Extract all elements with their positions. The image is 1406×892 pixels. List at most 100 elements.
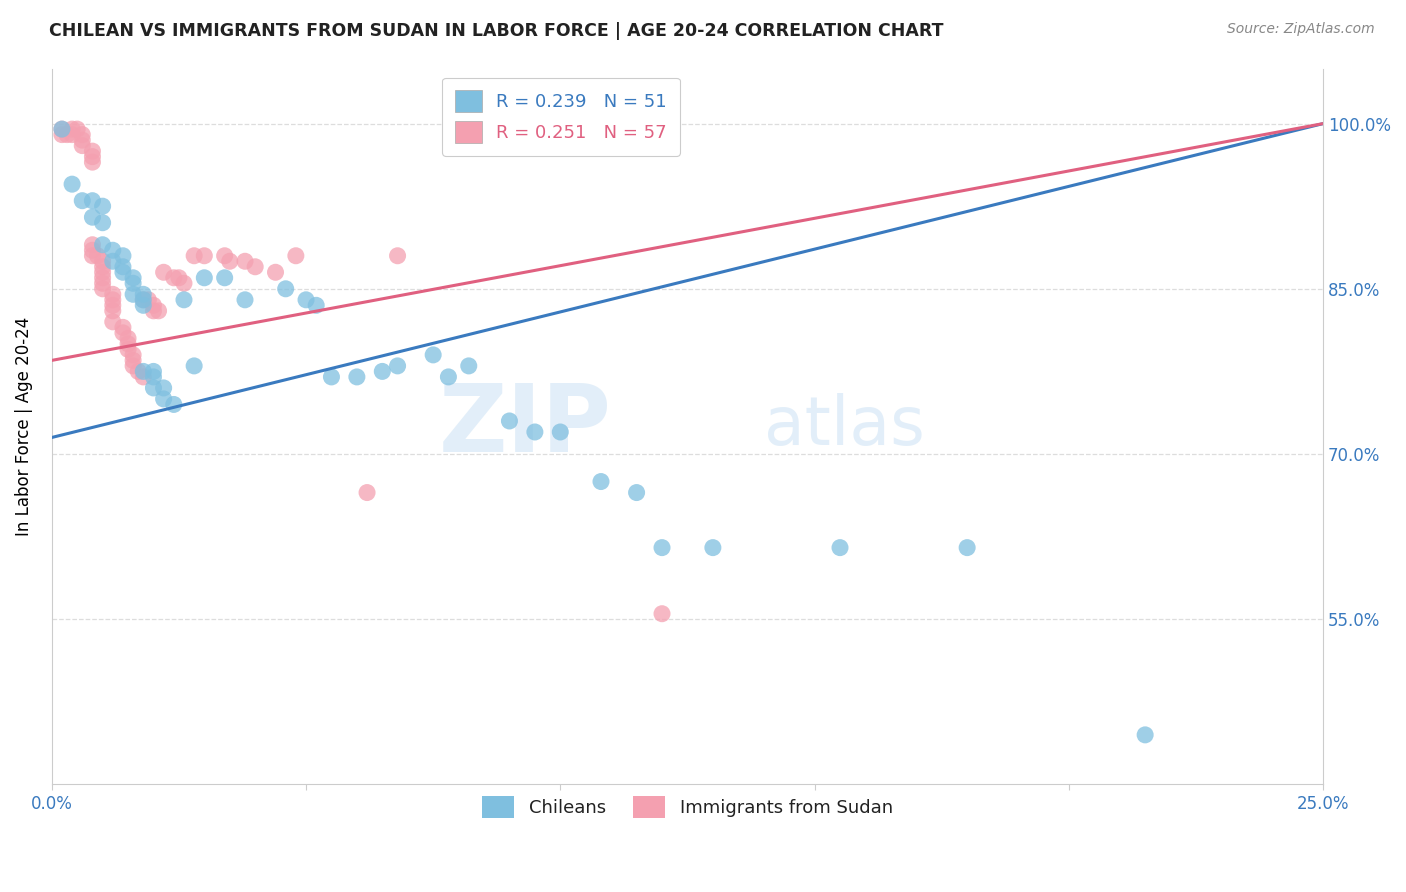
Point xyxy=(193,270,215,285)
Point xyxy=(371,364,394,378)
Point xyxy=(122,348,145,362)
Point xyxy=(387,359,409,373)
Point xyxy=(651,541,673,555)
Point xyxy=(117,343,139,357)
Point xyxy=(142,370,165,384)
Point xyxy=(101,293,124,307)
Point xyxy=(193,249,215,263)
Point xyxy=(457,359,479,373)
Point xyxy=(72,128,94,142)
Point xyxy=(82,144,104,158)
Point xyxy=(91,254,114,268)
Point xyxy=(72,194,94,208)
Point xyxy=(82,244,104,258)
Point xyxy=(437,370,460,384)
Point xyxy=(117,331,139,345)
Point xyxy=(132,293,155,307)
Point xyxy=(422,348,444,362)
Point xyxy=(101,315,124,329)
Point xyxy=(60,128,83,142)
Point xyxy=(142,364,165,378)
Point xyxy=(82,211,104,225)
Point xyxy=(127,364,149,378)
Point xyxy=(218,254,240,268)
Point xyxy=(702,541,724,555)
Point xyxy=(183,359,205,373)
Point xyxy=(82,237,104,252)
Y-axis label: In Labor Force | Age 20-24: In Labor Force | Age 20-24 xyxy=(15,317,32,536)
Legend: Chileans, Immigrants from Sudan: Chileans, Immigrants from Sudan xyxy=(475,789,900,825)
Point xyxy=(295,293,318,307)
Point xyxy=(56,128,79,142)
Point xyxy=(274,282,297,296)
Text: ZIP: ZIP xyxy=(439,381,612,473)
Point xyxy=(651,607,673,621)
Point xyxy=(243,260,266,274)
Point xyxy=(523,425,546,439)
Point xyxy=(214,270,236,285)
Point xyxy=(101,298,124,312)
Point xyxy=(163,270,186,285)
Point xyxy=(264,265,287,279)
Point xyxy=(163,397,186,411)
Point xyxy=(152,392,174,406)
Point xyxy=(86,249,108,263)
Point xyxy=(111,265,134,279)
Point xyxy=(152,265,174,279)
Point xyxy=(101,244,124,258)
Point xyxy=(60,122,83,136)
Point xyxy=(122,270,145,285)
Point xyxy=(132,364,155,378)
Text: CHILEAN VS IMMIGRANTS FROM SUDAN IN LABOR FORCE | AGE 20-24 CORRELATION CHART: CHILEAN VS IMMIGRANTS FROM SUDAN IN LABO… xyxy=(49,22,943,40)
Point xyxy=(91,270,114,285)
Point xyxy=(589,475,612,489)
Point xyxy=(214,249,236,263)
Point xyxy=(321,370,343,384)
Point xyxy=(284,249,307,263)
Point xyxy=(91,277,114,291)
Point xyxy=(828,541,851,555)
Point xyxy=(82,155,104,169)
Point xyxy=(1133,728,1156,742)
Point xyxy=(91,199,114,213)
Point xyxy=(72,133,94,147)
Point xyxy=(91,216,114,230)
Point xyxy=(51,122,73,136)
Point xyxy=(356,485,378,500)
Point xyxy=(72,138,94,153)
Point xyxy=(111,249,134,263)
Point xyxy=(132,370,155,384)
Point xyxy=(82,249,104,263)
Point xyxy=(111,320,134,334)
Point xyxy=(91,265,114,279)
Point xyxy=(111,260,134,274)
Point xyxy=(142,381,165,395)
Point xyxy=(117,337,139,351)
Point xyxy=(956,541,979,555)
Point xyxy=(51,122,73,136)
Point xyxy=(173,293,195,307)
Point xyxy=(550,425,572,439)
Point xyxy=(142,303,165,318)
Point xyxy=(167,270,190,285)
Point xyxy=(148,303,170,318)
Point xyxy=(152,381,174,395)
Point xyxy=(346,370,368,384)
Point xyxy=(183,249,205,263)
Point xyxy=(122,359,145,373)
Point xyxy=(387,249,409,263)
Point xyxy=(101,254,124,268)
Point xyxy=(82,150,104,164)
Text: atlas: atlas xyxy=(763,393,925,459)
Point xyxy=(305,298,328,312)
Point xyxy=(138,293,160,307)
Point xyxy=(132,287,155,301)
Point xyxy=(66,122,89,136)
Point xyxy=(233,293,256,307)
Point xyxy=(51,128,73,142)
Point xyxy=(82,194,104,208)
Point xyxy=(142,298,165,312)
Point xyxy=(111,326,134,340)
Point xyxy=(233,254,256,268)
Text: Source: ZipAtlas.com: Source: ZipAtlas.com xyxy=(1227,22,1375,37)
